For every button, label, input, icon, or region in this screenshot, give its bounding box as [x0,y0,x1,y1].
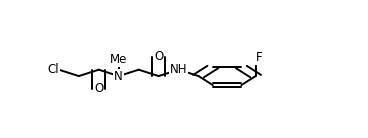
Text: F: F [256,51,262,64]
Text: NH: NH [170,63,187,76]
Text: Cl: Cl [47,63,59,76]
Text: N: N [114,70,123,83]
Text: Me: Me [110,53,127,66]
Text: O: O [94,82,103,95]
Text: O: O [154,50,163,63]
